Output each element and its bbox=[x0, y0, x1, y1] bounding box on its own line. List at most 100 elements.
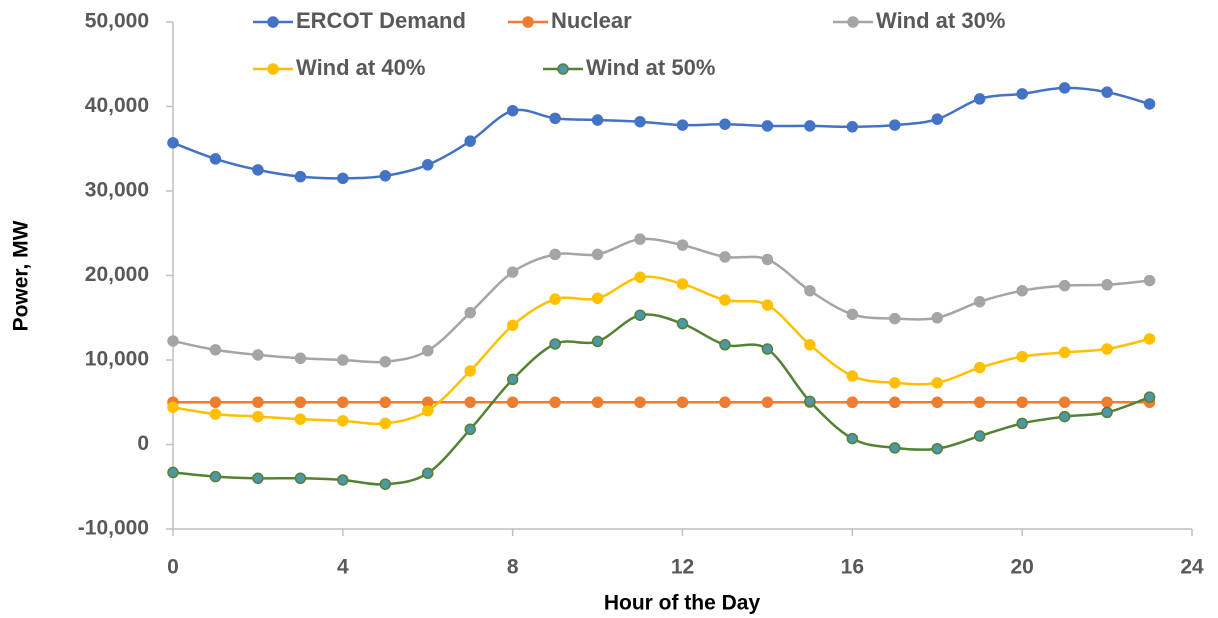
series-marker bbox=[1101, 343, 1113, 355]
series-marker bbox=[1016, 88, 1028, 100]
series-marker bbox=[676, 278, 689, 290]
series-marker bbox=[889, 312, 901, 325]
series-marker bbox=[676, 317, 689, 330]
series-marker bbox=[761, 343, 774, 355]
series-marker bbox=[337, 172, 349, 185]
series-marker bbox=[379, 355, 392, 368]
series-marker bbox=[252, 472, 264, 485]
series-marker bbox=[294, 472, 307, 485]
series-marker bbox=[591, 114, 604, 126]
x-tick-label: 8 bbox=[507, 556, 519, 579]
x-tick-label: 0 bbox=[167, 556, 179, 579]
series-marker bbox=[676, 239, 689, 251]
legend-marker bbox=[847, 16, 859, 28]
series-marker bbox=[1143, 333, 1156, 345]
series-marker bbox=[1058, 396, 1071, 408]
series-marker bbox=[506, 373, 519, 386]
series-line bbox=[172, 86, 1150, 180]
series-marker bbox=[506, 104, 519, 117]
series-marker bbox=[1058, 346, 1071, 359]
series-marker bbox=[719, 396, 731, 408]
legend-marker bbox=[267, 16, 279, 28]
series-marker bbox=[252, 410, 264, 423]
series-marker bbox=[252, 349, 264, 361]
series-marker bbox=[1101, 279, 1113, 291]
series-marker bbox=[634, 115, 646, 128]
series-marker bbox=[973, 361, 986, 374]
x-tick-label: 16 bbox=[841, 556, 864, 579]
legend-marker bbox=[267, 63, 279, 75]
series-marker bbox=[379, 170, 392, 182]
series-marker bbox=[973, 93, 986, 105]
series-marker bbox=[464, 306, 476, 319]
series-marker bbox=[1143, 391, 1156, 403]
y-tick-label: 50,000 bbox=[85, 10, 149, 33]
series-marker bbox=[591, 396, 604, 408]
series-marker bbox=[931, 312, 943, 324]
series-marker bbox=[846, 121, 859, 133]
series-marker bbox=[889, 377, 901, 389]
series-marker bbox=[846, 396, 859, 408]
series-marker bbox=[464, 365, 476, 377]
series-marker bbox=[804, 395, 816, 408]
series-marker bbox=[1101, 86, 1113, 98]
series-marker bbox=[379, 417, 392, 430]
series-marker bbox=[167, 335, 179, 347]
series-marker bbox=[973, 396, 986, 408]
y-tick-label: 30,000 bbox=[85, 179, 149, 202]
legend-marker bbox=[522, 16, 534, 28]
series-marker bbox=[1016, 417, 1028, 430]
series-marker bbox=[337, 474, 349, 486]
series-marker bbox=[931, 377, 943, 389]
series-marker bbox=[1016, 284, 1028, 297]
series-marker bbox=[1016, 396, 1028, 408]
series-marker bbox=[294, 413, 307, 425]
series-marker bbox=[294, 396, 307, 408]
series-marker bbox=[676, 396, 689, 408]
series-marker bbox=[634, 271, 646, 283]
y-axis-title: Power, MW bbox=[10, 220, 33, 331]
series-marker bbox=[719, 339, 731, 351]
series-marker bbox=[761, 120, 774, 132]
series-marker bbox=[1101, 396, 1113, 408]
series-marker bbox=[634, 233, 646, 245]
series-marker bbox=[846, 370, 859, 382]
y-tick-label: 0 bbox=[137, 432, 149, 455]
series-marker bbox=[846, 308, 859, 321]
series-marker bbox=[1058, 82, 1071, 94]
series-marker bbox=[549, 338, 561, 350]
x-axis-title: Hour of the Day bbox=[604, 592, 761, 615]
series-marker bbox=[719, 118, 731, 130]
series-marker bbox=[422, 344, 434, 357]
x-tick-label: 24 bbox=[1180, 556, 1204, 579]
y-tick-label: 40,000 bbox=[85, 94, 149, 117]
series-marker bbox=[804, 120, 816, 132]
series-marker bbox=[167, 137, 179, 149]
series-marker bbox=[167, 466, 179, 479]
series-marker bbox=[634, 309, 646, 321]
legend-label: Nuclear bbox=[551, 8, 632, 33]
series-marker bbox=[761, 253, 774, 266]
series-line bbox=[172, 237, 1150, 364]
series-marker bbox=[209, 153, 222, 165]
series-marker bbox=[379, 396, 392, 408]
legend-label: ERCOT Demand bbox=[296, 8, 466, 33]
series-marker bbox=[506, 266, 519, 278]
series-line bbox=[172, 313, 1150, 486]
series-marker bbox=[506, 396, 519, 408]
series-marker bbox=[209, 470, 222, 483]
series-marker bbox=[464, 423, 476, 436]
series-marker bbox=[804, 284, 816, 297]
series-marker bbox=[422, 159, 434, 171]
series-marker bbox=[804, 339, 816, 351]
series-marker bbox=[846, 432, 859, 445]
series-marker bbox=[167, 401, 179, 414]
series-marker bbox=[889, 396, 901, 408]
x-tick-label: 20 bbox=[1010, 556, 1033, 579]
series-marker bbox=[549, 293, 561, 305]
x-tick-label: 12 bbox=[671, 556, 694, 579]
series-marker bbox=[676, 119, 689, 131]
legend-label: Wind at 30% bbox=[876, 8, 1005, 33]
series-marker bbox=[294, 170, 307, 183]
